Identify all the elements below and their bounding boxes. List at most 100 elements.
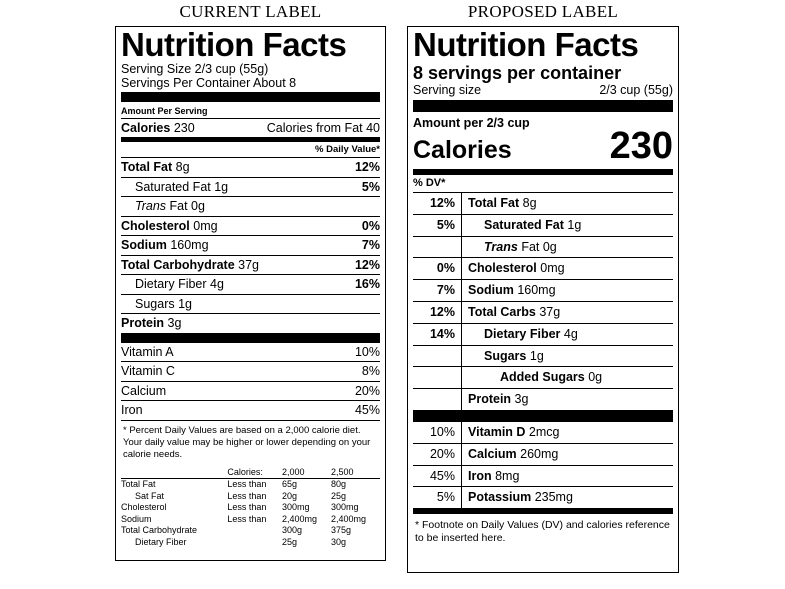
proposed-vitamin-amount: 260mg xyxy=(520,446,559,461)
current-nutrient-amount: Fat 0g xyxy=(169,199,205,213)
current-nutrient-row: Sodium 160mg 7% xyxy=(121,235,380,255)
proposed-nutrient-row: 7% Sodium 160mg xyxy=(413,279,673,301)
current-nutrient-name-amount: Total Carbohydrate 37g xyxy=(121,256,259,275)
current-table-cell: 20g xyxy=(281,490,297,501)
current-nutrient-name-amount: Total Fat 8g xyxy=(121,158,190,177)
current-vitamin-pct: 10% xyxy=(354,344,380,359)
current-vitamin-name: Vitamin A xyxy=(121,344,174,359)
proposed-nutrient-amount: 37g xyxy=(539,304,561,319)
current-nutrient-row: Protein 3g xyxy=(121,313,380,333)
current-table-row: Cholesterol Less than 300mg 300mg xyxy=(121,502,380,514)
proposed-nutrient-name: Cholesterol xyxy=(468,261,537,276)
current-nutrient-amount: 37g xyxy=(238,257,260,272)
proposed-vitamin-amount: 8mg xyxy=(495,468,520,483)
proposed-nutrient-pct xyxy=(413,346,461,367)
current-nutrient-amount: 160mg xyxy=(170,238,209,252)
proposed-nutrient-row: Sugars 1g xyxy=(413,344,673,367)
current-vitamin-row: Vitamin A 10% xyxy=(121,343,380,362)
current-nutrient-pct: 12% xyxy=(354,160,380,174)
current-table-header-cell: Calories: xyxy=(227,466,263,477)
proposed-nutrient-row: 0% Cholesterol 0mg xyxy=(413,257,673,280)
proposed-vitamin-pct: 10% xyxy=(429,424,455,439)
proposed-vitamin-row: 10% Vitamin D 2mcg xyxy=(413,421,673,443)
proposed-divider-medium xyxy=(413,169,673,175)
current-table-cell: Less than xyxy=(227,479,267,489)
proposed-nutrient-name: Added Sugars xyxy=(500,370,585,385)
current-table-cell: 2,400mg xyxy=(330,513,366,524)
current-nutrient-amount: 3g xyxy=(167,316,182,330)
proposed-vitamin-cell: Potassium 235mg xyxy=(461,487,673,509)
current-nutrient-name: Total Fat xyxy=(121,160,173,174)
proposed-nutrient-amount: 1g xyxy=(529,348,544,363)
proposed-title: Nutrition Facts xyxy=(413,26,639,63)
proposed-vitamin-pct: 45% xyxy=(429,468,455,483)
proposed-nutrient-pct: 5% xyxy=(436,217,455,232)
current-calories-label: Calories xyxy=(121,121,171,135)
proposed-vitamin-pct: 20% xyxy=(429,446,455,461)
current-vitamin-name: Vitamin C xyxy=(121,364,175,378)
current-daily-value-header: % Daily Value* xyxy=(315,144,380,155)
current-calories-from-fat: Calories from Fat 40 xyxy=(266,121,380,135)
current-label-panel: Nutrition Facts Serving Size 2/3 cup (55… xyxy=(115,26,386,561)
current-table-cell xyxy=(227,525,282,537)
current-divider-thick-2 xyxy=(121,332,380,343)
current-table-header-cell: 2,000 xyxy=(281,466,305,477)
proposed-nutrient-pct: 12% xyxy=(429,304,455,319)
caption-current: CURRENT LABEL xyxy=(179,2,322,21)
current-table-cell: Cholesterol xyxy=(121,502,167,512)
current-nutrient-amount: 1g xyxy=(214,179,229,194)
current-nutrient-pct: 16% xyxy=(354,277,380,291)
proposed-nutrient-list: 12% Total Fat 8g 5% Saturated Fat 1g Trans F… xyxy=(413,192,673,410)
current-serving-size: Serving Size 2/3 cup (55g) xyxy=(121,62,269,76)
current-table-cell: 80g xyxy=(330,479,346,489)
proposed-vitamin-name: Potassium xyxy=(468,490,532,505)
current-nutrient-name: Sugars xyxy=(135,296,175,311)
proposed-nutrient-amount: 4g xyxy=(563,326,578,341)
current-nutrient-pct: 0% xyxy=(361,218,380,233)
proposed-serving-size-value: 2/3 cup (55g) xyxy=(599,83,673,97)
current-nutrient-name: Total Carbohydrate xyxy=(121,257,235,272)
proposed-nutrient-row: 14% Dietary Fiber 4g xyxy=(413,322,673,345)
proposed-serving-size-label: Serving size xyxy=(413,83,482,97)
current-nutrient-pct: 5% xyxy=(361,179,380,194)
proposed-nutrient-amount: 0mg xyxy=(540,261,565,276)
current-nutrient-row: Saturated Fat 1g 5% xyxy=(121,176,380,197)
current-table-cell: 375g xyxy=(330,525,351,535)
current-table-cell: 25g xyxy=(330,490,346,501)
proposed-vitamin-amount: 2mcg xyxy=(528,424,560,439)
proposed-nutrient-pct: 0% xyxy=(436,261,455,276)
proposed-nutrient-cell: Protein 3g xyxy=(461,389,673,410)
current-nutrient-name-amount: Sodium 160mg xyxy=(121,236,209,255)
proposed-nutrient-name: Sodium xyxy=(468,283,514,298)
proposed-divider-medium-2 xyxy=(413,508,673,515)
current-table-cell: 25g xyxy=(281,536,297,547)
current-nutrient-name: Cholesterol xyxy=(121,218,190,233)
proposed-divider-thick xyxy=(413,100,673,112)
current-table-cell: 30g xyxy=(330,536,346,547)
current-nutrient-pct: 7% xyxy=(361,238,380,252)
proposed-nutrient-row: 5% Saturated Fat 1g xyxy=(413,213,673,236)
proposed-vitamin-list: 10% Vitamin D 2mcg 20% Calcium 260mg 45% Iron… xyxy=(413,421,673,509)
proposed-divider-thick-2 xyxy=(413,409,673,422)
proposed-nutrient-cell: Total Fat 8g xyxy=(461,193,673,214)
current-vitamin-name: Calcium xyxy=(121,383,167,398)
current-nutrient-row: Dietary Fiber 4g 16% xyxy=(121,274,380,294)
current-nutrient-list: Total Fat 8g 12% Saturated Fat 1g 5% Trans F… xyxy=(121,157,380,333)
current-vitamin-pct: 45% xyxy=(354,403,380,417)
current-table-cell: 300mg xyxy=(330,502,359,512)
proposed-calories-row: Calories 230 xyxy=(413,126,673,166)
proposed-dv-header: % DV* xyxy=(413,177,446,189)
proposed-nutrient-cell: Total Carbs 37g xyxy=(461,301,673,323)
proposed-vitamin-row: 45% Iron 8mg xyxy=(413,464,673,487)
proposed-nutrient-cell: Added Sugars 0g xyxy=(461,367,673,389)
current-nutrient-name-amount: Protein 3g xyxy=(121,314,181,333)
current-table-cell: Less than xyxy=(227,513,267,524)
proposed-vitamin-pct: 5% xyxy=(436,490,455,505)
proposed-vitamin-name: Vitamin D xyxy=(468,424,526,439)
proposed-nutrient-row: Protein 3g xyxy=(413,388,673,410)
proposed-nutrient-name: Total Fat xyxy=(468,196,520,210)
proposed-nutrient-amount: 8g xyxy=(522,196,537,210)
proposed-nutrient-amount: 3g xyxy=(514,392,529,407)
proposed-nutrient-pct xyxy=(413,367,461,388)
proposed-vitamin-cell: Iron 8mg xyxy=(461,465,673,487)
